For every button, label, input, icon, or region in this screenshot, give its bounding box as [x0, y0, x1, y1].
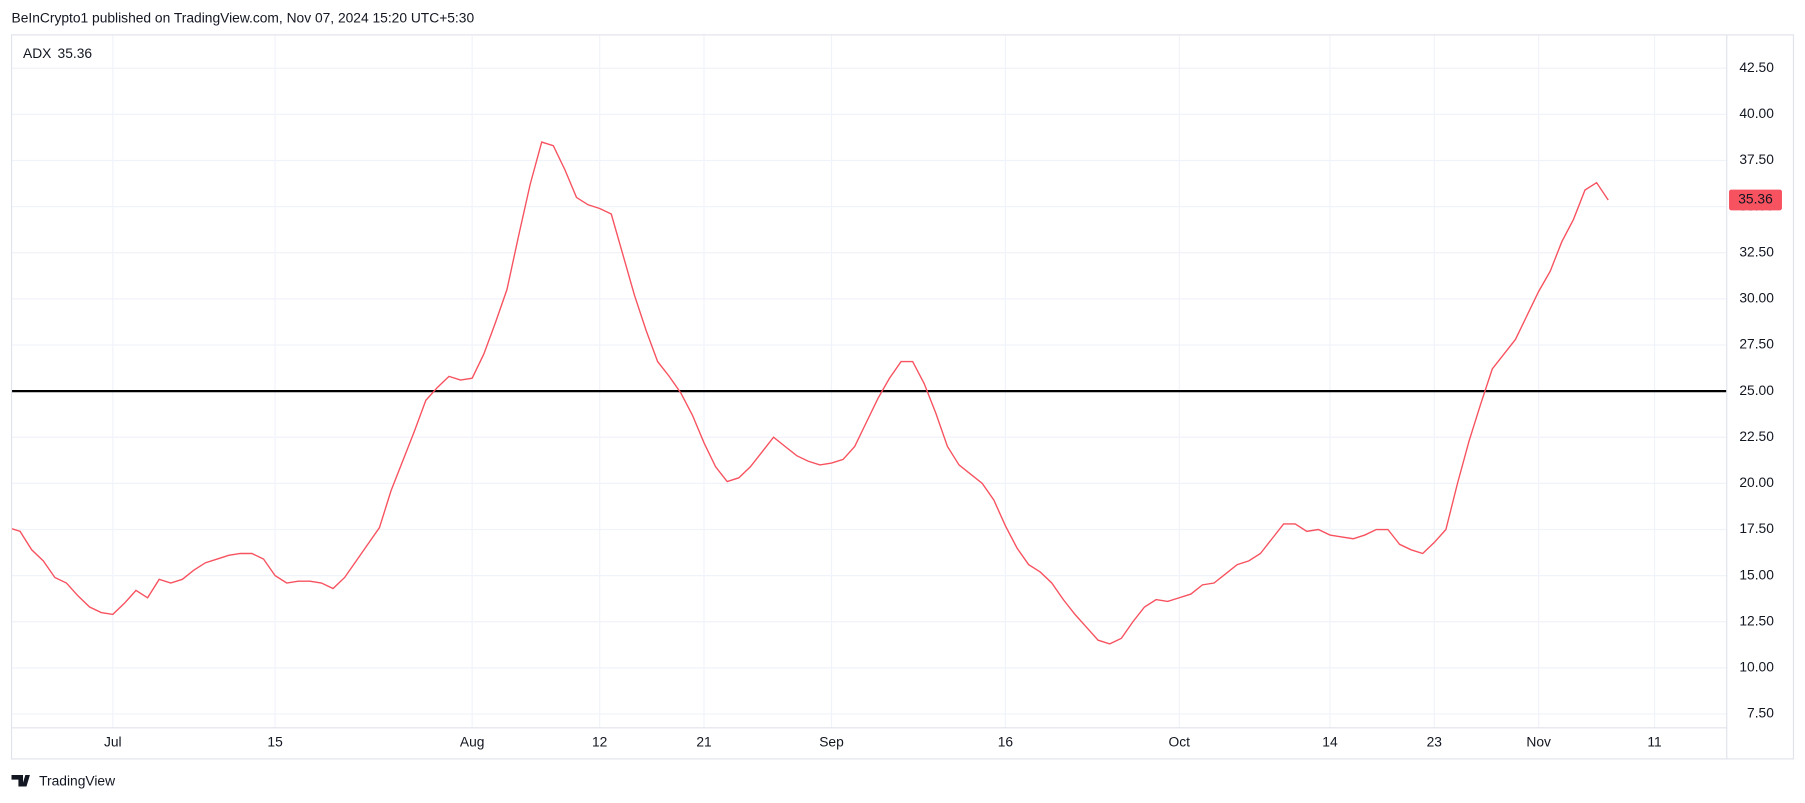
- footer-logo: TradingView: [11, 773, 115, 789]
- axes: 7.50 10.00 12.50 15.00 17.50 20.00 22.50 25.00 2…: [104, 59, 1782, 749]
- x-tick-label: 23: [1427, 733, 1443, 749]
- chart-frame: [10, 34, 1795, 760]
- x-tick-label: Oct: [1169, 733, 1191, 749]
- price-label-box: [1729, 189, 1782, 211]
- y-tick-label: 25.00: [1739, 382, 1774, 398]
- y-tick-label: 12.50: [1739, 612, 1774, 628]
- y-tick-label: 42.50: [1739, 59, 1774, 75]
- price-label: 35.36: [1738, 191, 1773, 207]
- publisher-header: BeInCrypto1 published on TradingView.com…: [12, 9, 475, 25]
- y-tick-label: 17.50: [1739, 520, 1774, 536]
- y-tick-label: 22.50: [1739, 428, 1774, 444]
- x-tick-label: 14: [1322, 733, 1338, 749]
- y-tick-label: 27.50: [1739, 336, 1774, 352]
- grid: [11, 34, 1727, 728]
- plot-area: [11, 141, 1727, 645]
- y-tick-label: 7.50: [1747, 705, 1774, 721]
- y-tick-label: 32.50: [1739, 243, 1774, 259]
- x-tick-label: Aug: [460, 733, 485, 749]
- x-tick-label: Nov: [1526, 733, 1551, 749]
- legend-name: ADX: [23, 45, 51, 61]
- legend-value: 35.36: [58, 45, 93, 61]
- footer-brand: TradingView: [39, 773, 115, 789]
- y-tick-label: 37.50: [1739, 151, 1774, 167]
- y-tick-label: 10.00: [1739, 659, 1774, 675]
- x-tick-label: 15: [267, 733, 283, 749]
- x-tick-label: 11: [1647, 733, 1661, 749]
- x-tick-label: Jul: [104, 733, 122, 749]
- x-tick-label: 12: [592, 733, 607, 749]
- logo-mark: [11, 775, 30, 787]
- y-tick-label: 15.00: [1739, 566, 1774, 582]
- x-tick-label: 21: [696, 733, 711, 749]
- x-tick-label: 16: [998, 733, 1014, 749]
- series-line: [11, 141, 1609, 645]
- x-tick-label: Sep: [819, 733, 844, 749]
- y-tick-label: 40.00: [1739, 105, 1774, 121]
- y-tick-label: 30.00: [1739, 290, 1774, 306]
- y-tick-label: 20.00: [1739, 474, 1774, 490]
